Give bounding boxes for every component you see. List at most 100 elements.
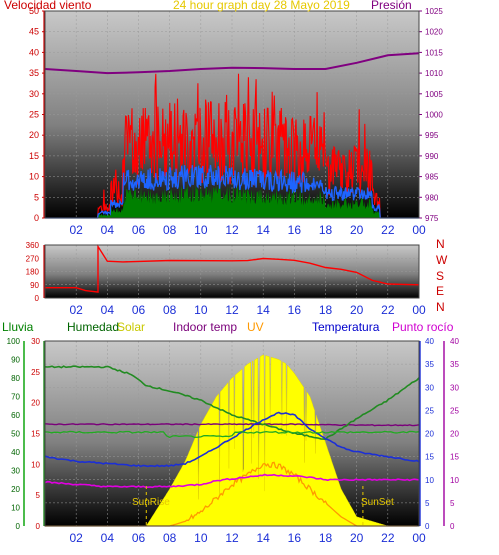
x-tick-label: 04 [101,223,115,237]
y-tick-label-wind: 30 [29,89,39,99]
compass-n-bottom: N [436,300,445,314]
y-tick-label-wind: 15 [29,151,39,161]
y-tick-label-temperature: 20 [425,430,434,439]
x-tick-label: 00 [412,223,426,237]
indoor-temp-line [44,423,420,427]
y-tick-label-wind: 20 [29,130,39,140]
y-tick-label-direction: 180 [26,268,40,277]
dewpoint-line [44,473,420,489]
compass-s: S [436,269,445,283]
x-tick-label: 18 [319,303,333,317]
y-tick-label-temperature: 5 [425,499,430,508]
y-tick-label-pressure: 1025 [425,7,443,16]
sunset-label: SunSet [361,497,394,508]
y-tick-label-temperature: 0 [425,522,430,531]
x-tick-label: 12 [225,531,239,545]
y-tick-label-pressure: 995 [425,131,439,140]
x-tick-label: 06 [132,303,146,317]
y-tick-label-pressure: 990 [425,152,439,161]
y-tick-label-wind: 10 [29,172,39,182]
x-tick-label: 22 [381,303,395,317]
wind-fill-area [45,184,419,218]
x-tick-label: 20 [350,303,364,317]
x-tick-label: 20 [350,531,364,545]
x-tick-label: 06 [132,531,146,545]
y-tick-label-direction: 90 [30,281,39,290]
x-tick-label: 14 [256,531,270,545]
y-tick-label-temperature: 10 [425,476,434,485]
x-tick-label: 22 [381,531,395,545]
x-tick-label: 08 [163,303,177,317]
x-tick-label: 04 [101,303,115,317]
y-tick-label-wind: 5 [34,192,39,202]
x-tick-label: 14 [256,303,270,317]
y-tick-label-dewpoint: 40 [450,337,459,346]
pressure-label: Presión [371,0,412,12]
y-tick-label-pressure: 1020 [425,28,443,37]
y-tick-label-dewpoint: 0 [450,522,455,531]
y-tick-label-rain: 70 [11,393,20,402]
y-tick-label-humidity: 0 [36,522,41,531]
y-tick-label-humidity: 15 [31,430,40,439]
y-tick-label-temperature: 35 [425,360,434,369]
x-tick-label: 18 [319,223,333,237]
x-tick-label: 02 [69,303,83,317]
x-tick-label: 10 [194,303,208,317]
legend-humedad: Humedad [67,320,120,334]
y-tick-label-wind: 35 [29,68,39,78]
wind-gust-line [45,73,419,219]
x-tick-label: 00 [412,531,426,545]
x-tick-label: 12 [225,223,239,237]
y-tick-label-wind: 45 [29,27,39,37]
x-tick-label: 14 [256,223,270,237]
y-tick-label-rain: 60 [11,411,20,420]
y-tick-label-rain: 100 [7,337,21,346]
legend-uv: UV [247,320,264,334]
y-tick-label-pressure: 1010 [425,69,443,78]
pressure-line [44,52,420,75]
y-tick-label-rain: 80 [11,374,20,383]
compass-w: W [436,253,448,267]
legend-solar: Solar [117,320,146,334]
wind-avg-line [45,164,419,219]
y-tick-label-pressure: 1005 [425,90,443,99]
y-tick-label-rain: 50 [11,430,20,439]
y-tick-label-humidity: 10 [31,460,40,469]
wind-direction-line [45,244,420,293]
compass-n-top: N [436,237,445,251]
y-tick-label-direction: 360 [26,241,40,250]
y-tick-label-wind: 40 [29,47,39,57]
y-tick-label-dewpoint: 30 [450,383,459,392]
y-tick-label-pressure: 985 [425,173,439,182]
data-lines [44,52,420,527]
legend-temperatura: Temperatura [312,320,380,334]
y-tick-label-wind: 50 [29,6,39,16]
x-tick-label: 16 [288,303,302,317]
y-tick-label-temperature: 40 [425,337,434,346]
y-tick-label-temperature: 15 [425,453,434,462]
graph-title: 24 hour graph day 28 Mayo 2019 [173,0,350,12]
y-tick-label-dewpoint: 35 [450,360,459,369]
y-tick-label-dewpoint: 5 [450,499,455,508]
y-tick-label-direction: 0 [35,294,40,303]
x-tick-label: 18 [319,531,333,545]
y-tick-label-humidity: 25 [31,368,40,377]
y-tick-label-wind: 0 [34,213,39,223]
y-tick-label-dewpoint: 25 [450,406,459,415]
x-tick-label: 00 [412,303,426,317]
y-tick-label-pressure: 980 [425,193,439,202]
y-tick-label-dewpoint: 20 [450,430,459,439]
y-tick-label-humidity: 20 [31,399,40,408]
wind-speed-label: Velocidad viento [4,0,92,12]
y-tick-label-humidity: 30 [31,337,40,346]
y-tick-label-pressure: 1015 [425,48,443,57]
x-tick-label: 12 [225,303,239,317]
humidity-secondary-line [44,430,420,439]
y-tick-label-rain: 20 [11,485,20,494]
x-tick-label: 20 [350,223,364,237]
x-tick-label: 08 [163,223,177,237]
x-tick-label: 02 [69,531,83,545]
y-tick-label-rain: 0 [16,522,21,531]
y-tick-label-rain: 10 [11,504,20,513]
